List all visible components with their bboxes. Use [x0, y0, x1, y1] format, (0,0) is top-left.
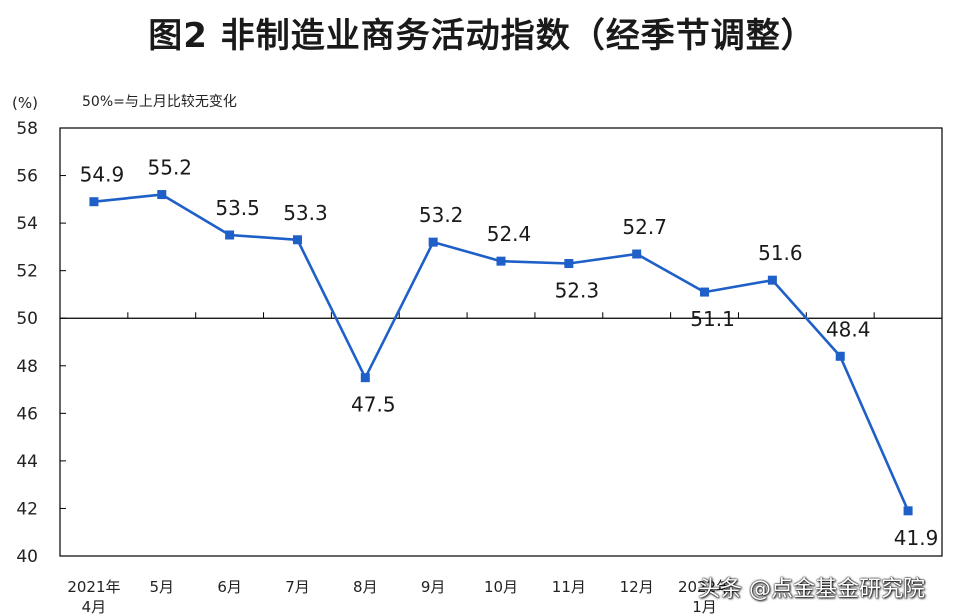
data-point: [700, 287, 710, 297]
data-label: 47.5: [351, 393, 396, 417]
y-tick-label: 42: [16, 499, 38, 519]
x-tick-label: 12月: [620, 578, 654, 596]
x-tick-label: 1月: [692, 598, 717, 616]
axes-group: 40 42 44 46 48 50 52 54 56 58 2021年 4月 5月 6月 7月 8月 9月 10月…: [16, 119, 943, 616]
data-point: [767, 275, 777, 285]
data-point: [360, 373, 370, 383]
data-label: 51.1: [690, 307, 735, 331]
y-tick-label: 40: [16, 547, 38, 567]
data-label: 55.2: [148, 156, 193, 180]
data-label: 53.5: [215, 196, 260, 220]
x-tick-label: 6月: [217, 578, 242, 596]
x-tick-label: 5月: [149, 578, 174, 596]
data-label: 48.4: [826, 317, 871, 341]
x-tick-label: 8月: [353, 578, 378, 596]
y-tick-label: 52: [16, 262, 38, 282]
data-point: [89, 197, 99, 207]
y-tick-label: 50: [16, 309, 38, 329]
data-label: 41.9: [894, 526, 939, 550]
y-tick-label: 56: [16, 167, 38, 187]
data-point: [835, 351, 845, 361]
x-tick-label: 9月: [421, 578, 446, 596]
data-label: 52.4: [487, 222, 532, 246]
y-tick-label: 44: [16, 452, 38, 472]
chart-note: 50%=与上月比较无变化: [82, 94, 237, 110]
data-point: [157, 190, 167, 200]
data-label: 51.6: [758, 241, 803, 265]
x-tick-label: 10月: [484, 578, 518, 596]
y-tick-label: 54: [16, 214, 38, 234]
data-label: 53.3: [283, 201, 328, 225]
chart-title: 图2 非制造业商务活动指数（经季节调整）: [148, 16, 816, 56]
watermark: 头条 @点金基金研究院: [698, 577, 925, 602]
data-point: [903, 506, 913, 516]
y-unit-label: (%): [12, 94, 38, 112]
data-label: 54.9: [80, 163, 125, 187]
x-tick-label: 2021年: [67, 578, 120, 596]
data-label: 52.3: [555, 279, 600, 303]
x-tick-label: 7月: [285, 578, 310, 596]
data-point: [428, 237, 438, 247]
data-label: 53.2: [419, 203, 464, 227]
y-tick-label: 58: [16, 119, 38, 139]
y-tick-label: 48: [16, 357, 38, 377]
data-point: [225, 230, 235, 240]
x-tick-label: 11月: [552, 578, 586, 596]
x-tick-label: 4月: [82, 598, 107, 616]
plot-frame: [59, 127, 943, 557]
data-point: [496, 256, 506, 266]
x-tick-label: 2022年: [678, 578, 731, 596]
data-point: [292, 235, 302, 245]
y-tick-label: 46: [16, 404, 38, 424]
plot-group: 54.9 55.2 53.5 53.3 47.5 53.2 52.4 52.3 52.7 51.1…: [80, 156, 939, 550]
data-point: [632, 249, 642, 259]
data-label: 52.7: [622, 215, 667, 239]
data-point: [564, 259, 574, 269]
